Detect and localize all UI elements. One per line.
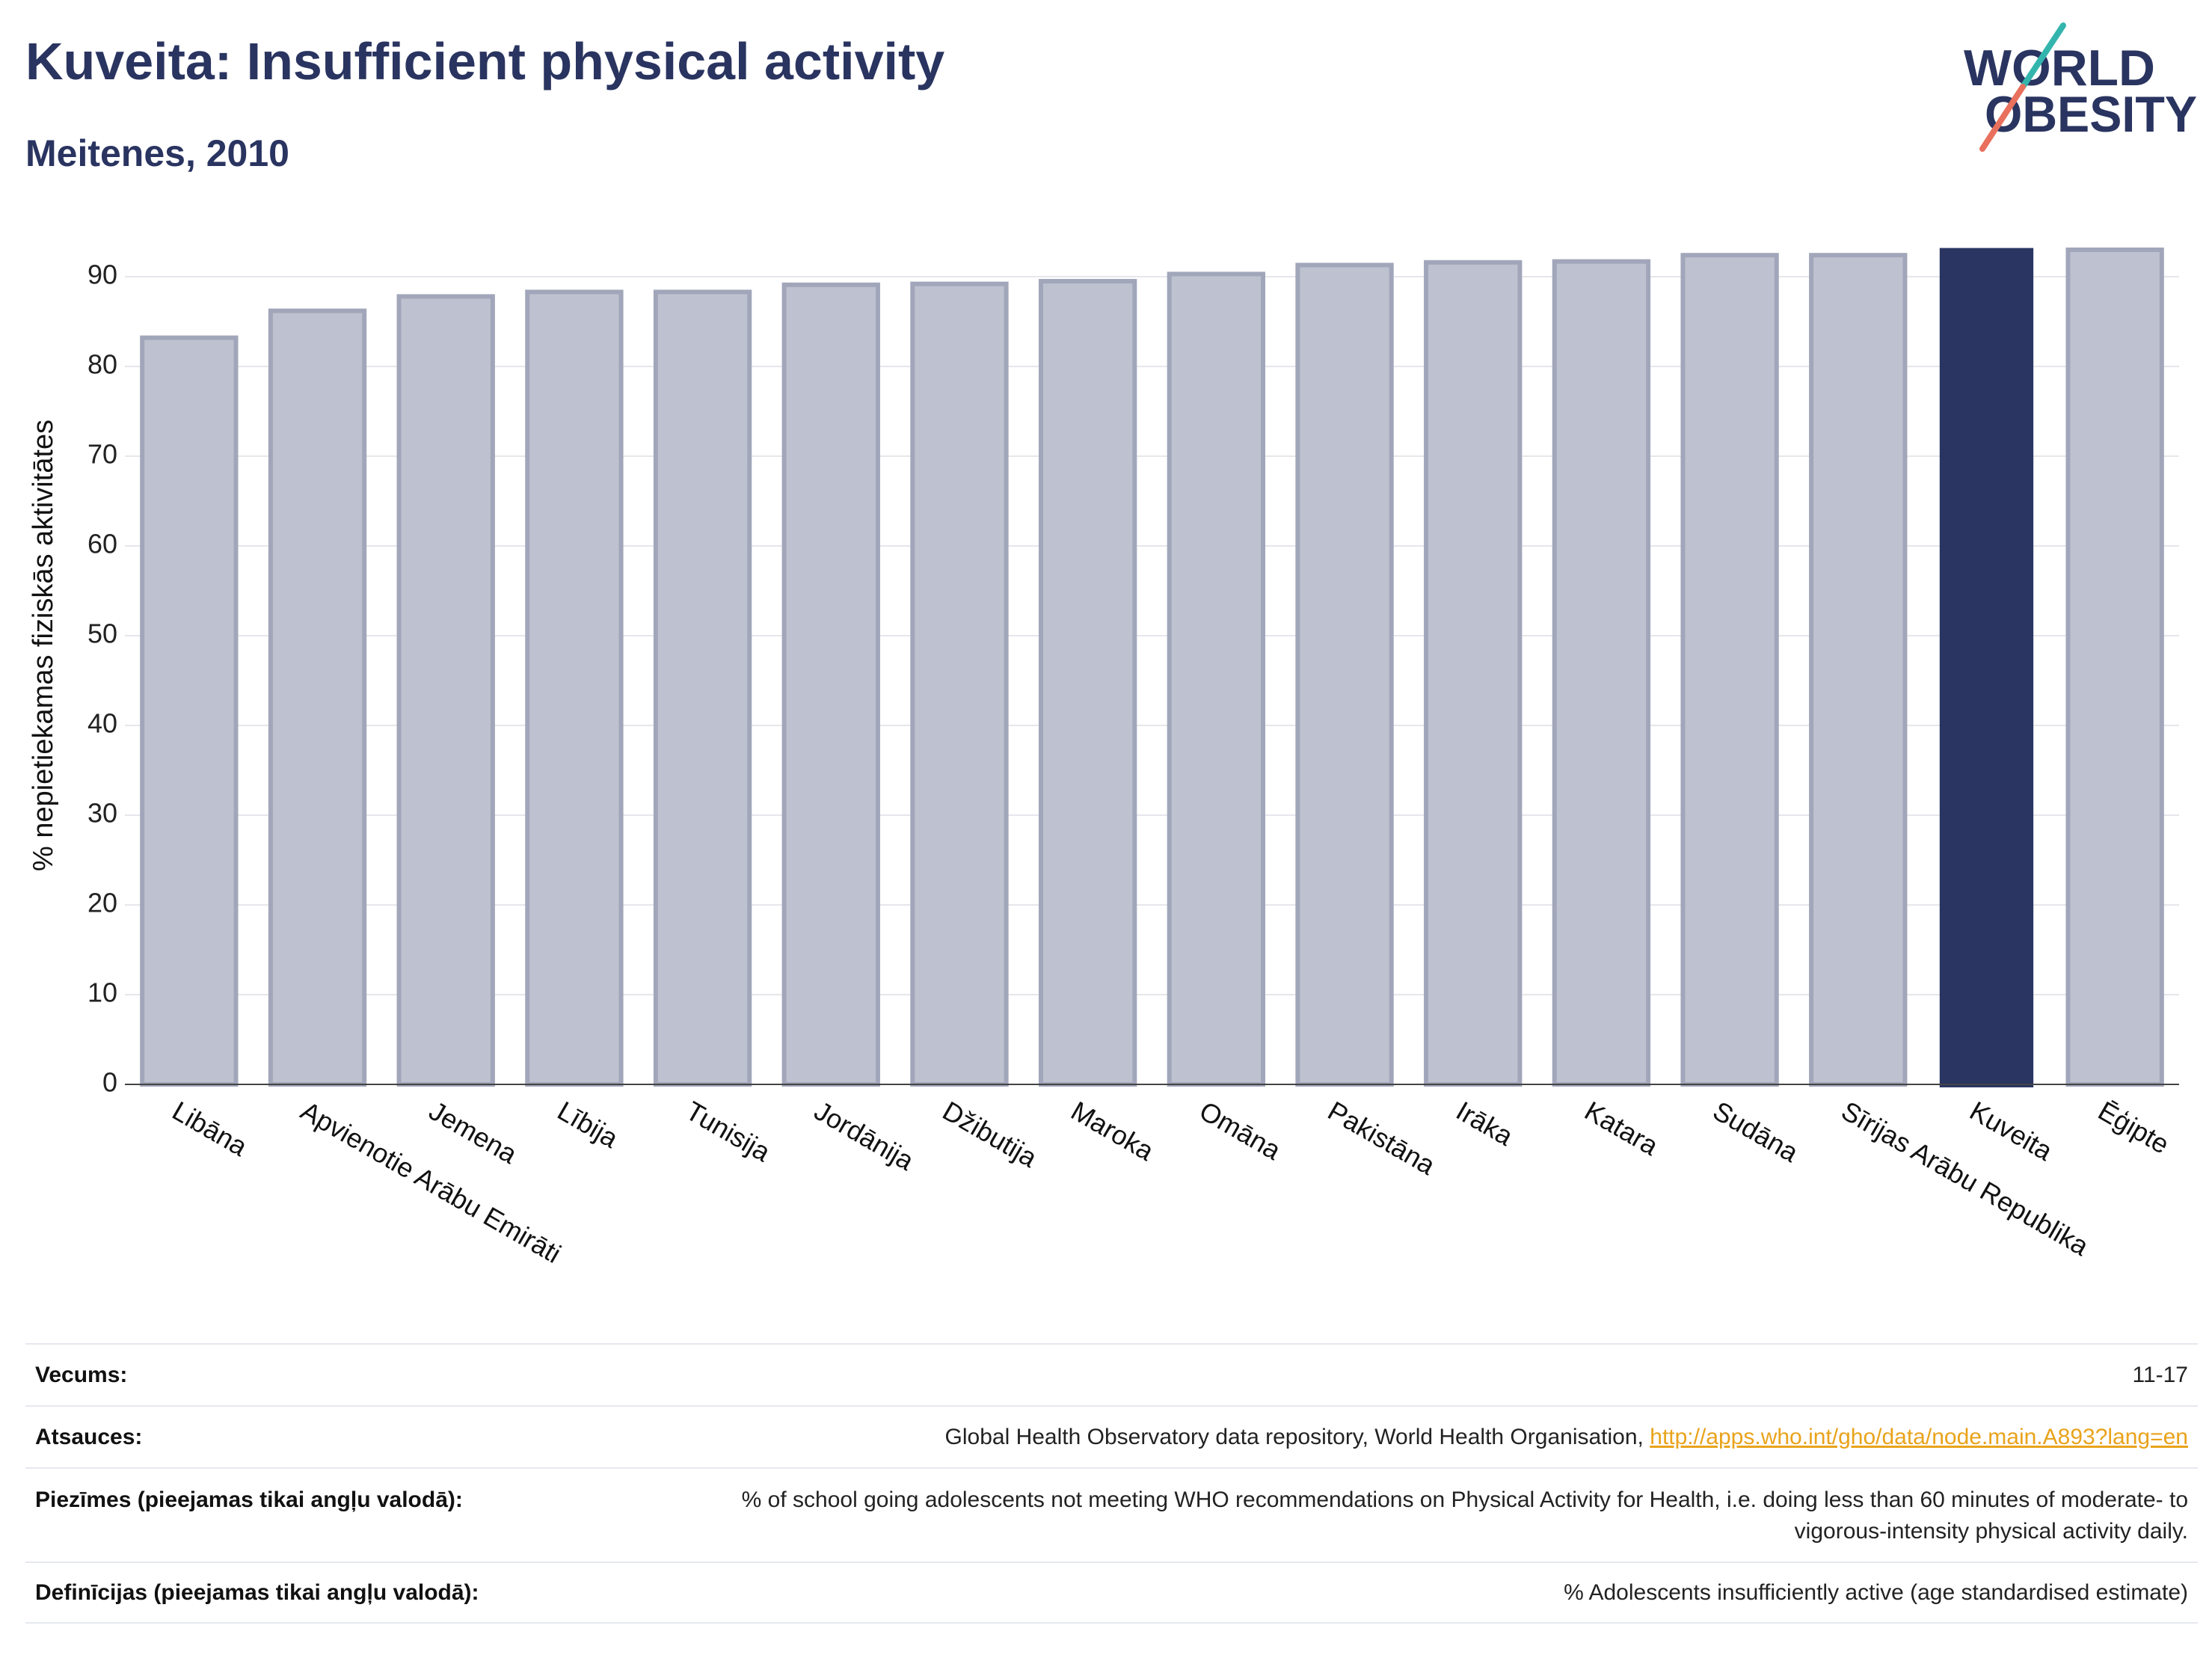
logo-line-world: WORLD (1964, 40, 2155, 96)
bar (1167, 271, 1266, 1087)
bar-chart: 0 10 20 30 40 50 60 70 80 90 Libāna Apvienotie Arā… (28, 248, 2179, 1269)
y-tick-label: 10 (87, 977, 117, 1008)
sources-text: Global Health Observatory data repositor… (944, 1424, 1644, 1449)
logo-slash-teal (2020, 22, 2066, 90)
y-tick-label: 80 (87, 349, 117, 380)
bar (1038, 279, 1137, 1087)
x-tick-label: Pakistāna (1323, 1095, 1441, 1181)
sources-link[interactable]: http://apps.who.int/gho/data/node.main.A… (1650, 1424, 2188, 1449)
x-tick-label: Kuveita (1964, 1095, 2058, 1167)
x-tick-label: Libāna (168, 1095, 254, 1162)
x-tick-label: Jordānija (809, 1095, 920, 1176)
table-row-definitions: Definīcijas (pieejamas tikai angļu valod… (25, 1562, 2198, 1624)
bar (525, 289, 624, 1087)
page-title: Kuveita: Insufficient physical activity (25, 32, 945, 90)
bar (910, 281, 1009, 1087)
y-tick-label: 50 (87, 618, 117, 649)
bar (1809, 253, 1908, 1087)
bar (2065, 248, 2164, 1087)
bar (1680, 253, 1779, 1087)
table-row-sources: Atsauces: Global Health Observatory data… (25, 1405, 2198, 1467)
y-tick-label: 90 (87, 260, 117, 290)
bar (140, 335, 239, 1087)
sources-label: Atsauces: (35, 1424, 143, 1449)
x-tick-label: Katara (1579, 1095, 1664, 1161)
x-tick-label: Maroka (1066, 1095, 1159, 1167)
bar (653, 289, 752, 1087)
notes-value: % of school going adolescents not meetin… (741, 1487, 2188, 1544)
x-tick-label: Irāka (1451, 1095, 1520, 1152)
definitions-value: % Adolescents insufficiently active (age… (1564, 1579, 2188, 1605)
bar (1424, 260, 1523, 1087)
x-tick-label: Sudāna (1708, 1095, 1804, 1168)
y-tick-label: 20 (87, 888, 117, 918)
bar (781, 282, 880, 1087)
x-tick-label: Jemena (424, 1095, 523, 1170)
world-obesity-logo: WORLD OBESITY (1964, 22, 2197, 152)
bar (396, 294, 495, 1087)
x-tick-label: Džibutija (938, 1095, 1043, 1173)
bar (1295, 262, 1394, 1087)
bar-highlighted (1939, 248, 2034, 1088)
y-tick-label: 70 (87, 439, 117, 470)
y-tick-labels: 0 10 20 30 40 50 60 70 80 90 (87, 260, 117, 1098)
info-table: Vecums: 11-17 Atsauces: Global Health Ob… (25, 1343, 2198, 1624)
bar (1552, 259, 1651, 1087)
y-tick-label: 0 (102, 1067, 117, 1098)
x-tick-label: Tunisija (681, 1095, 776, 1167)
x-tick-label: Lībija (553, 1095, 624, 1154)
bars (140, 248, 2164, 1088)
notes-label: Piezīmes (pieejamas tikai angļu valodā): (35, 1487, 463, 1512)
sources-value: Global Health Observatory data repositor… (945, 1422, 2188, 1453)
page-subtitle: Meitenes, 2010 (25, 132, 289, 174)
bar (268, 308, 367, 1087)
table-row-age: Vecums: 11-17 (25, 1343, 2198, 1405)
y-tick-label: 30 (87, 798, 117, 829)
x-tick-label: Ēģipte (2093, 1095, 2175, 1160)
age-label: Vecums: (35, 1362, 128, 1387)
y-tick-label: 40 (87, 708, 117, 739)
x-tick-label: Omāna (1194, 1095, 1287, 1166)
y-tick-label: 60 (87, 529, 117, 559)
y-axis-title: % nepietiekamas fiziskās aktivitātes (28, 420, 59, 871)
logo-slash-salmon (1979, 84, 2026, 152)
age-value: 11-17 (2132, 1362, 2188, 1387)
definitions-label: Definīcijas (pieejamas tikai angļu valod… (35, 1579, 479, 1605)
table-row-notes: Piezīmes (pieejamas tikai angļu valodā):… (25, 1467, 2198, 1562)
